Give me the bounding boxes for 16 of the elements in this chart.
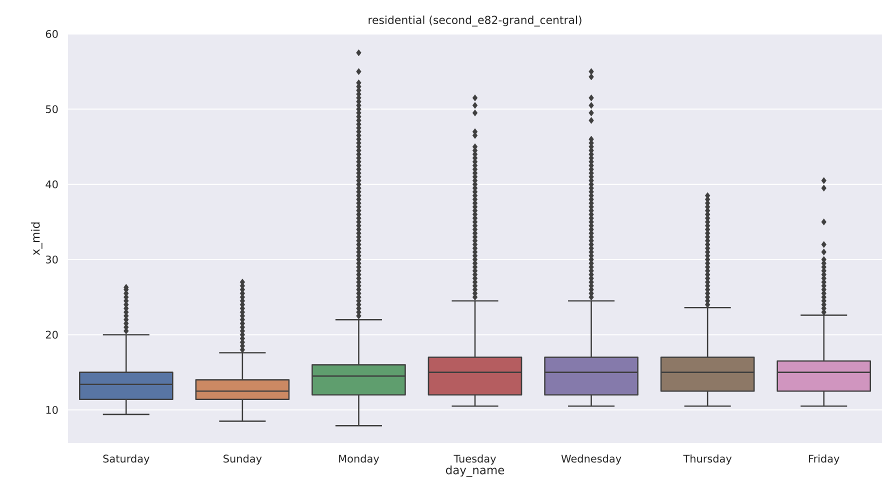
y-tick-label: 20 <box>46 330 58 339</box>
x-tick-label: Tuesday <box>454 454 496 465</box>
y-axis-title: x_mid <box>30 222 42 256</box>
x-axis-title: day_name <box>446 465 504 477</box>
x-tick-label: Monday <box>339 454 380 465</box>
y-tick-label: 30 <box>46 256 58 264</box>
x-tick-label: Thursday <box>683 454 732 465</box>
x-tick-label: Saturday <box>103 454 150 465</box>
chart-title: residential (second_e82-grand_central) <box>368 16 582 26</box>
y-tick-label: 60 <box>46 30 58 38</box>
x-tick-label: Friday <box>809 454 840 465</box>
x-tick-label: Wednesday <box>561 454 622 465</box>
x-tick-label: Sunday <box>224 454 262 465</box>
y-tick-label: 10 <box>46 406 58 414</box>
y-tick-label: 40 <box>46 180 58 188</box>
y-tick-label: 50 <box>46 105 58 114</box>
